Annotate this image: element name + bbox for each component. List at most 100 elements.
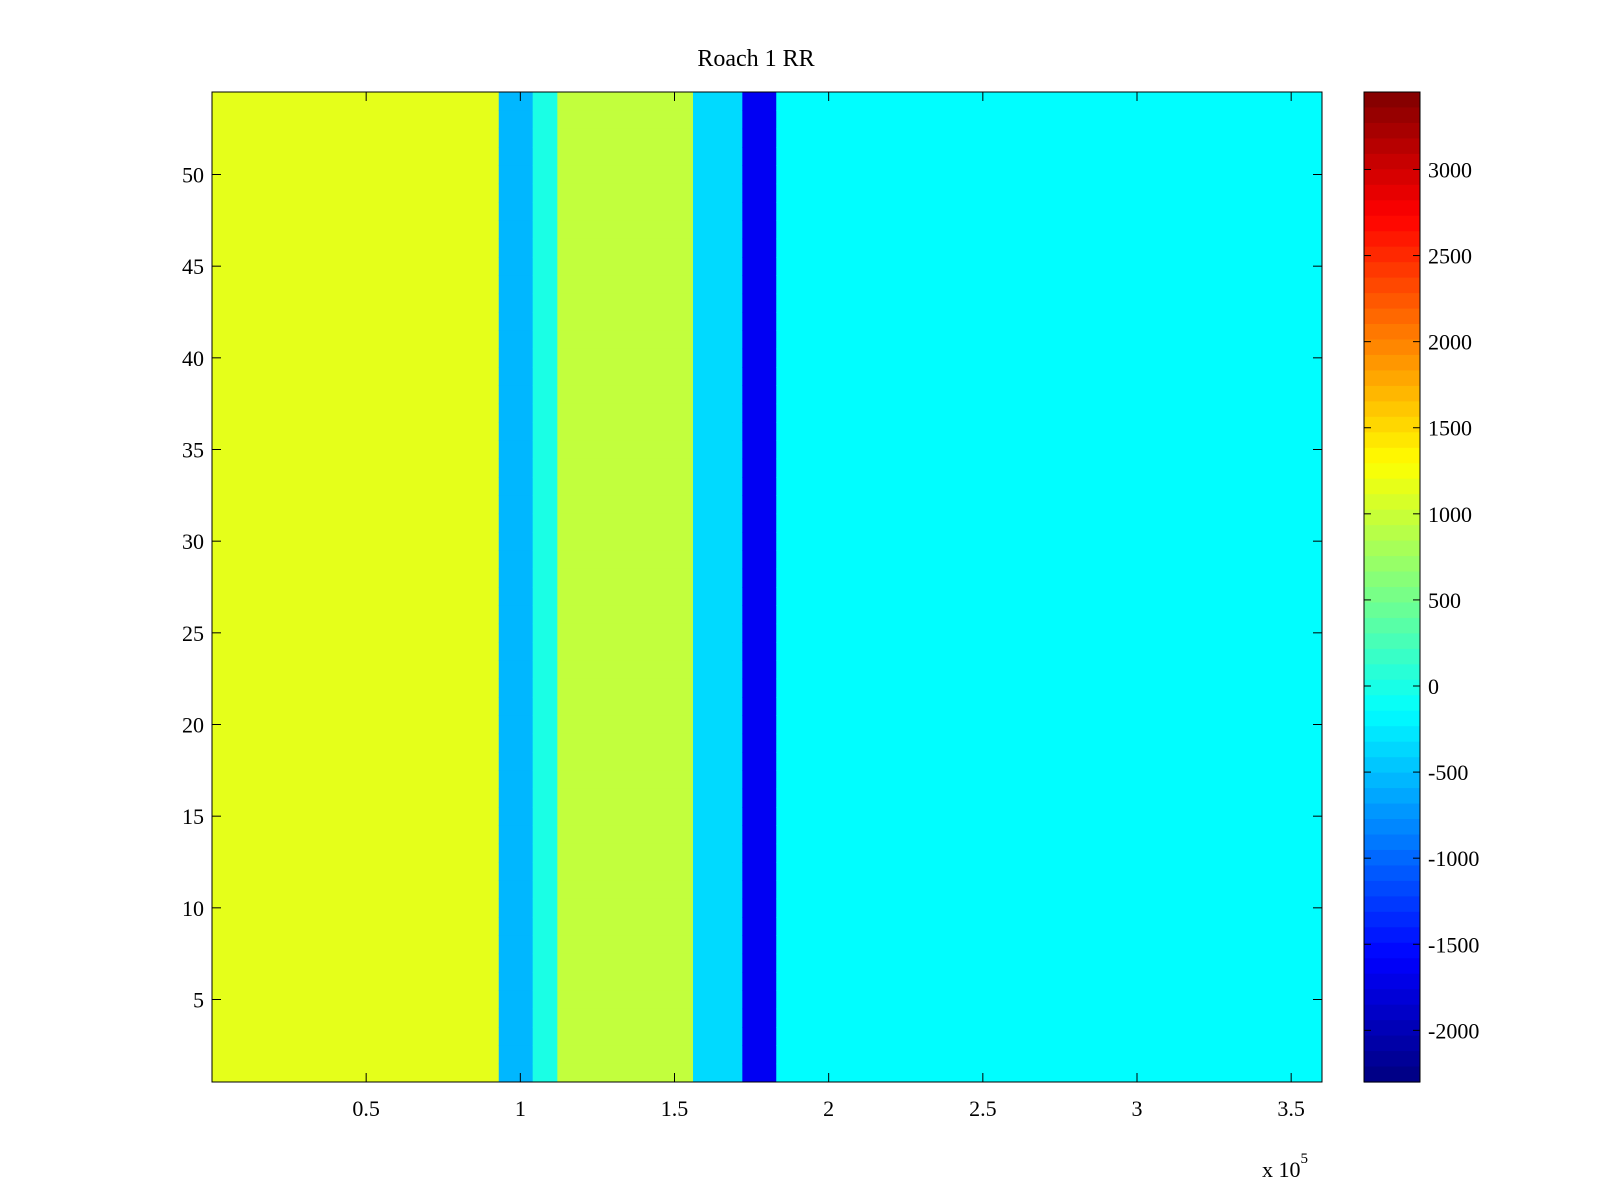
- heatmap-cell: [498, 788, 534, 808]
- heatmap-cell: [693, 605, 743, 625]
- heatmap-cell: [742, 312, 777, 331]
- colorbar-step: [1364, 1004, 1420, 1021]
- heatmap-cell: [498, 972, 534, 991]
- heatmap-cell: [693, 752, 743, 771]
- heatmap-cell: [532, 825, 558, 845]
- heatmap-cell: [693, 807, 743, 826]
- x-tick-label: 3.5: [1277, 1096, 1305, 1121]
- heatmap-cell: [742, 385, 777, 405]
- heatmap-cell: [693, 935, 743, 955]
- heatmap-cell: [693, 92, 743, 111]
- heatmap-cell: [742, 862, 777, 881]
- heatmap-cell: [776, 385, 1323, 405]
- heatmap-cell: [742, 110, 777, 130]
- heatmap-cell: [693, 843, 743, 863]
- heatmap-cell: [532, 220, 558, 240]
- colorbar-step: [1364, 772, 1420, 789]
- heatmap-cell: [212, 660, 500, 680]
- colorbar-tick-label: 500: [1428, 588, 1461, 613]
- heatmap-cell: [498, 92, 534, 111]
- y-tick-label: 10: [182, 896, 204, 921]
- heatmap-cell: [212, 1063, 500, 1083]
- heatmap-cell: [742, 752, 777, 771]
- heatmap-cell: [693, 183, 743, 203]
- heatmap-cell: [742, 807, 777, 826]
- colorbar-step: [1364, 788, 1420, 805]
- heatmap-cell: [776, 1027, 1323, 1046]
- heatmap-cell: [532, 880, 558, 900]
- heatmap-cell: [212, 733, 500, 753]
- heatmap-cell: [212, 898, 500, 918]
- colorbar-step: [1364, 958, 1420, 975]
- heatmap-cell: [498, 110, 534, 130]
- colorbar-tick-label: -500: [1428, 760, 1468, 785]
- heatmap-cell: [557, 440, 694, 460]
- heatmap-cell: [557, 862, 694, 881]
- heatmap-cell: [212, 92, 500, 111]
- heatmap-cell: [776, 403, 1323, 423]
- heatmap-cell: [557, 972, 694, 991]
- y-tick-label: 20: [182, 713, 204, 738]
- colorbar-step: [1364, 1020, 1420, 1037]
- heatmap-cell: [742, 788, 777, 808]
- heatmap-cell: [693, 550, 743, 570]
- colorbar-step: [1364, 834, 1420, 851]
- colorbar-tick-label: 2000: [1428, 330, 1472, 355]
- heatmap-cell: [498, 348, 534, 368]
- heatmap-cell: [498, 275, 534, 295]
- heatmap-cell: [557, 495, 694, 515]
- x-exponent-label: x 105: [1262, 1151, 1308, 1182]
- colorbar-step: [1364, 277, 1420, 294]
- heatmap-cell: [776, 147, 1323, 166]
- heatmap-cell: [212, 788, 500, 808]
- heatmap-cell: [742, 1063, 777, 1083]
- heatmap-cell: [557, 165, 694, 185]
- heatmap-cell: [532, 972, 558, 991]
- heatmap-cell: [693, 733, 743, 753]
- heatmap-cell: [742, 678, 777, 698]
- colorbar-step: [1364, 138, 1420, 155]
- heatmap-cell: [776, 843, 1323, 863]
- heatmap-cell: [532, 330, 558, 350]
- heatmap-cell: [212, 422, 500, 441]
- heatmap-cell: [742, 257, 777, 276]
- heatmap-cell: [532, 312, 558, 331]
- heatmap-cell: [693, 587, 743, 606]
- heatmap-cell: [498, 183, 534, 203]
- heatmap-cell: [212, 275, 500, 295]
- heatmap-cell: [557, 917, 694, 936]
- heatmap-cell: [693, 458, 743, 478]
- colorbar-step: [1364, 308, 1420, 325]
- heatmap-cell: [742, 532, 777, 551]
- heatmap-cell: [693, 697, 743, 716]
- heatmap-cell: [532, 458, 558, 478]
- heatmap-cell: [498, 917, 534, 936]
- heatmap-cell: [557, 660, 694, 680]
- heatmap-cell: [212, 715, 500, 735]
- heatmap-cell: [776, 550, 1323, 570]
- colorbar-step: [1364, 679, 1420, 696]
- chart-title: Roach 1 RR: [697, 46, 814, 72]
- colorbar-step: [1364, 803, 1420, 820]
- heatmap-cell: [212, 953, 500, 973]
- heatmap-cell: [498, 660, 534, 680]
- heatmap-cell: [693, 972, 743, 991]
- heatmap-cell: [212, 1045, 500, 1065]
- heatmap-cell: [212, 917, 500, 936]
- colorbar-step: [1364, 556, 1420, 573]
- heatmap-cell: [557, 202, 694, 221]
- colorbar-step: [1364, 633, 1420, 650]
- colorbar-step: [1364, 664, 1420, 681]
- colorbar-tick-label: 1000: [1428, 502, 1472, 527]
- colorbar-tick-label: 1500: [1428, 416, 1472, 441]
- colorbar-step: [1364, 184, 1420, 201]
- heatmap-cell: [557, 312, 694, 331]
- heatmap-cell: [532, 477, 558, 496]
- heatmap-cell: [742, 972, 777, 991]
- colorbar-step: [1364, 602, 1420, 619]
- heatmap-cell: [212, 1008, 500, 1028]
- heatmap-cell: [776, 568, 1323, 588]
- heatmap-cell: [498, 440, 534, 460]
- heatmap-cell: [532, 257, 558, 276]
